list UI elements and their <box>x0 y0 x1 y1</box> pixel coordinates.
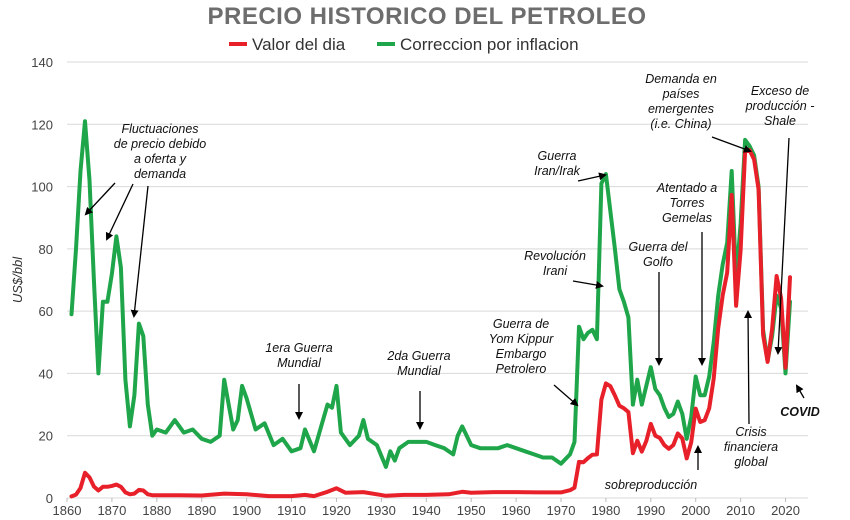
x-tick-label: 1960 <box>502 503 531 518</box>
annotation-arrow <box>744 310 753 425</box>
annotation-arrow <box>577 172 607 182</box>
annotation-text: demanda <box>134 167 186 181</box>
y-tick-label: 140 <box>31 55 53 70</box>
annotation-text: Atentado a <box>656 181 718 195</box>
annotation-text: Golfo <box>643 255 673 269</box>
x-tick-label: 1950 <box>457 503 486 518</box>
annotation-text: de precio debido <box>114 137 206 151</box>
x-tick-label: 2000 <box>681 503 710 518</box>
annotation-text: Mundial <box>277 356 322 370</box>
annotation-text: emergentes <box>648 102 714 116</box>
x-tick-label: 1990 <box>636 503 665 518</box>
annotation-arrow <box>572 280 604 289</box>
chart-title: PRECIO HISTORICO DEL PETROLEO <box>208 3 647 30</box>
annotation-text: Guerra del <box>628 240 688 254</box>
annotation-text: a oferta y <box>134 152 187 166</box>
y-tick-label: 40 <box>39 366 53 381</box>
x-tick-label: 2020 <box>771 503 800 518</box>
annotation-text: Revolución <box>524 249 586 263</box>
annotation-text: Shale <box>764 114 796 128</box>
x-tick-label: 1980 <box>591 503 620 518</box>
annotation-text: Fluctuaciones <box>121 122 198 136</box>
x-tick-label: 1880 <box>142 503 171 518</box>
x-tick-label: 1920 <box>322 503 351 518</box>
y-tick-label: 60 <box>39 304 53 319</box>
y-tick-label: 0 <box>46 491 53 506</box>
annotation-text: (i.e. China) <box>650 117 711 131</box>
x-tick-label: 2010 <box>726 503 755 518</box>
series-lines <box>69 119 792 499</box>
y-tick-label: 120 <box>31 117 53 132</box>
annotation-text: Irani <box>543 264 569 278</box>
y-axis-label: US$/bbl <box>10 256 25 303</box>
y-tick-label: 100 <box>31 180 53 195</box>
annotation-text: 1era Guerra <box>265 341 332 355</box>
annotation-text: Demanda en <box>645 72 717 86</box>
annotation-covid: COVID <box>780 384 820 419</box>
annotation-text: Gemelas <box>662 211 712 225</box>
annotation-text: Petrolero <box>496 362 547 376</box>
annotation-arrow <box>795 384 805 399</box>
y-tick-label: 80 <box>39 242 53 257</box>
y-tick-label: 20 <box>39 429 53 444</box>
annotation-text: financiera <box>724 440 778 454</box>
annotation-text: producción - <box>745 99 815 113</box>
annotation-text: Yom Kippur <box>489 332 554 346</box>
annotation-text: COVID <box>780 405 820 419</box>
annotation-arrow <box>774 137 790 355</box>
x-tick-label: 1870 <box>97 503 126 518</box>
annotation-arrow <box>105 183 134 241</box>
annotation-text: Guerra <box>538 149 577 163</box>
annotation-text: Guerra de <box>493 317 549 331</box>
annotation-text: Iran/Irak <box>534 164 581 178</box>
annotation-text: países <box>662 87 700 101</box>
annotation-text: Mundial <box>397 364 442 378</box>
series-line-real <box>69 119 792 469</box>
x-tick-label: 1860 <box>53 503 82 518</box>
x-tick-label: 1970 <box>547 503 576 518</box>
annotation-text: Torres <box>670 196 705 210</box>
x-tick-label: 1930 <box>367 503 396 518</box>
legend: Valor del dia Correccion por inflacion <box>229 35 579 54</box>
annotation-text: sobreproducción <box>605 478 697 492</box>
annotation-arrow <box>84 182 116 216</box>
x-tick-label: 1910 <box>277 503 306 518</box>
x-tick-label: 1900 <box>232 503 261 518</box>
annotation-text: Crisis <box>735 425 766 439</box>
annotation-arrow <box>711 136 752 153</box>
annotation-text: 2da Guerra <box>386 349 450 363</box>
legend-label-nominal: Valor del dia <box>252 35 346 54</box>
annotation-text: Exceso de <box>751 84 809 98</box>
annotation-arrow <box>130 185 149 318</box>
annotation-sobre: sobreproducción <box>605 445 702 492</box>
x-tick-label: 1890 <box>187 503 216 518</box>
annotation-text: global <box>734 455 769 469</box>
grid <box>66 61 808 502</box>
annotation-arrow <box>553 384 579 407</box>
legend-label-real: Correccion por inflacion <box>400 35 579 54</box>
tick-labels: 0 20 40 60 80 100 120 140 1860 1870 1880 1890 1900 19… <box>31 55 800 518</box>
series-line-nominal <box>69 148 792 499</box>
x-tick-label: 1940 <box>412 503 441 518</box>
annotation-text: Embargo <box>496 347 547 361</box>
